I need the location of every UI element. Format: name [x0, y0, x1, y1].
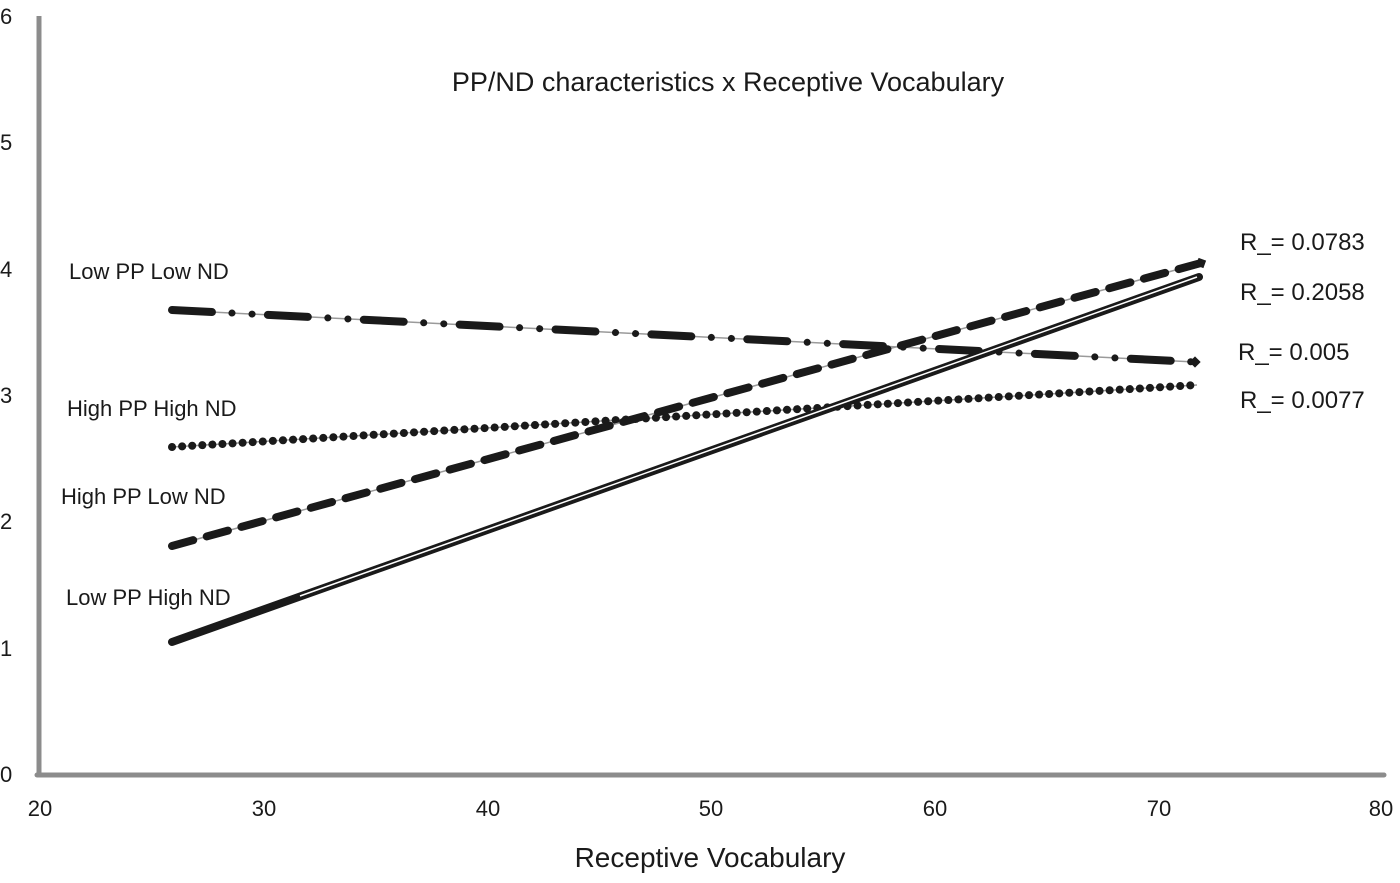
x-tick-label: 70: [1147, 796, 1171, 821]
y-tick-label: 4: [0, 257, 12, 282]
trend-dashes: [168, 259, 1205, 550]
label-low-pp-high-nd: Low PP High ND: [66, 585, 231, 610]
y-tick-label: 2: [0, 509, 12, 534]
r2-label-high-pp-low-nd: R_= 0.0783: [1240, 229, 1365, 256]
y-tick-label: 6: [0, 4, 12, 29]
series-low-pp-high-nd: [168, 273, 1203, 646]
trend-dashes: [168, 306, 1199, 366]
y-tick-labels: 0 1 2 3 4 5 6: [0, 4, 12, 787]
x-tick-label: 30: [252, 796, 276, 821]
x-tick-label: 40: [476, 796, 500, 821]
x-axis-label: Receptive Vocabulary: [575, 842, 846, 873]
end-marker: [1189, 356, 1201, 368]
x-tick-label: 50: [699, 796, 723, 821]
r2-label-low-pp-high-nd: R_= 0.2058: [1240, 279, 1365, 306]
label-low-pp-low-nd: Low PP Low ND: [69, 259, 229, 284]
r2-label-low-pp-low-nd: R_= 0.005: [1238, 339, 1349, 366]
series-labels: Low PP Low ND High PP High ND High PP Lo…: [61, 259, 237, 610]
y-tick-label: 1: [0, 636, 12, 661]
x-tick-labels: 20 30 40 50 60 70 80: [28, 796, 1393, 821]
label-high-pp-high-nd: High PP High ND: [67, 396, 237, 421]
end-marker: [1195, 257, 1207, 269]
series-high-pp-high-nd: [168, 381, 1201, 451]
series-low-pp-low-nd: [168, 306, 1201, 368]
series-high-pp-low-nd: [168, 257, 1207, 550]
trend-dotted: [168, 381, 1201, 451]
y-tick-label: 0: [0, 762, 12, 787]
y-tick-label: 3: [0, 383, 12, 408]
label-high-pp-low-nd: High PP Low ND: [61, 484, 226, 509]
x-tick-label: 20: [28, 796, 52, 821]
chart-title: PP/ND characteristics x Receptive Vocabu…: [452, 67, 1005, 97]
trend-inner-highlight: [299, 276, 1198, 597]
r-squared-labels: R_= 0.0783 R_= 0.2058 R_= 0.005 R_= 0.00…: [1238, 229, 1365, 414]
y-tick-label: 5: [0, 130, 12, 155]
axes: [34, 16, 1387, 778]
x-tick-label: 80: [1369, 796, 1393, 821]
r2-label-high-pp-high-nd: R_= 0.0077: [1240, 387, 1365, 414]
x-tick-label: 60: [923, 796, 947, 821]
